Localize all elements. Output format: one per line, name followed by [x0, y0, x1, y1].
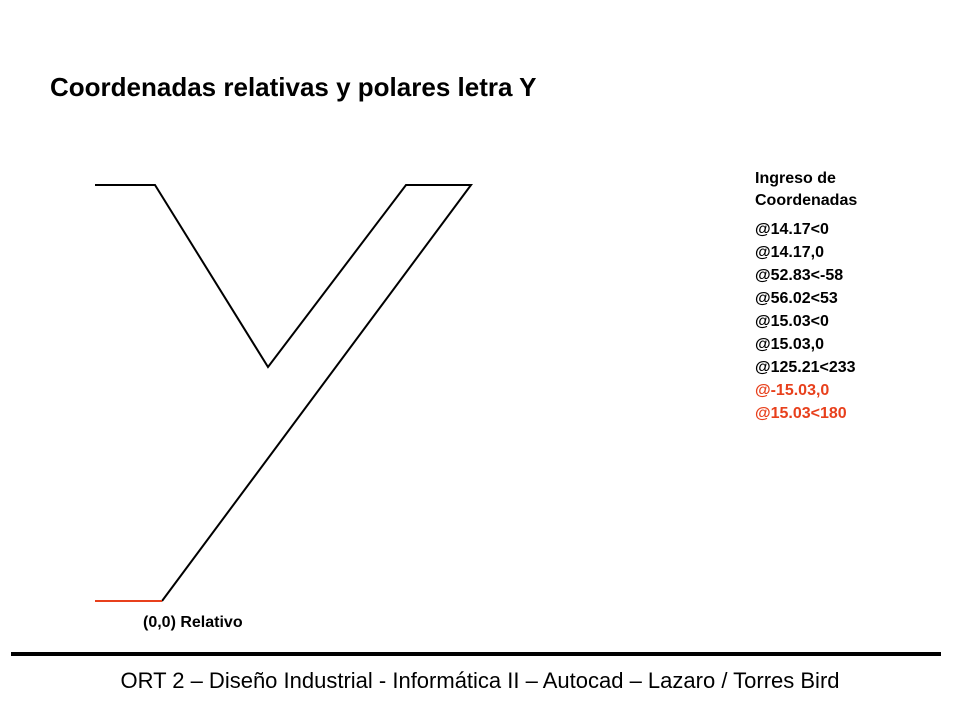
coordinate-entry-highlighted: @15.03<180	[755, 405, 847, 422]
coordinate-entry: @52.83<-58	[755, 267, 844, 284]
coordinates-heading-line1: Ingreso de	[755, 170, 836, 187]
coordinate-entry: @14.17<0	[755, 221, 829, 238]
coordinates-heading: Ingreso de Coordenadas	[755, 168, 857, 212]
letter-y-outline	[95, 184, 473, 602]
coordinate-entry-highlighted: @-15.03,0	[755, 382, 830, 399]
coordinate-entry: @14.17,0	[755, 244, 824, 261]
coordinates-list: @14.17<0 @14.17,0 @52.83<-58 @56.02<53 @…	[755, 218, 857, 425]
coordinate-entry: @15.03,0	[755, 336, 824, 353]
footer-divider	[11, 652, 941, 656]
origin-label: (0,0) Relativo	[143, 614, 243, 631]
footer-text: ORT 2 – Diseño Industrial - Informática …	[120, 668, 840, 693]
coordinates-heading-line2: Coordenadas	[755, 192, 858, 209]
coordinate-entry: @15.03<0	[755, 313, 829, 330]
coordinates-panel: Ingreso de Coordenadas @14.17<0 @14.17,0…	[755, 168, 857, 425]
coordinate-entry: @56.02<53	[755, 290, 838, 307]
page-title: Coordenadas relativas y polares letra Y	[50, 72, 537, 102]
coordinate-entry: @125.21<233	[755, 359, 856, 376]
